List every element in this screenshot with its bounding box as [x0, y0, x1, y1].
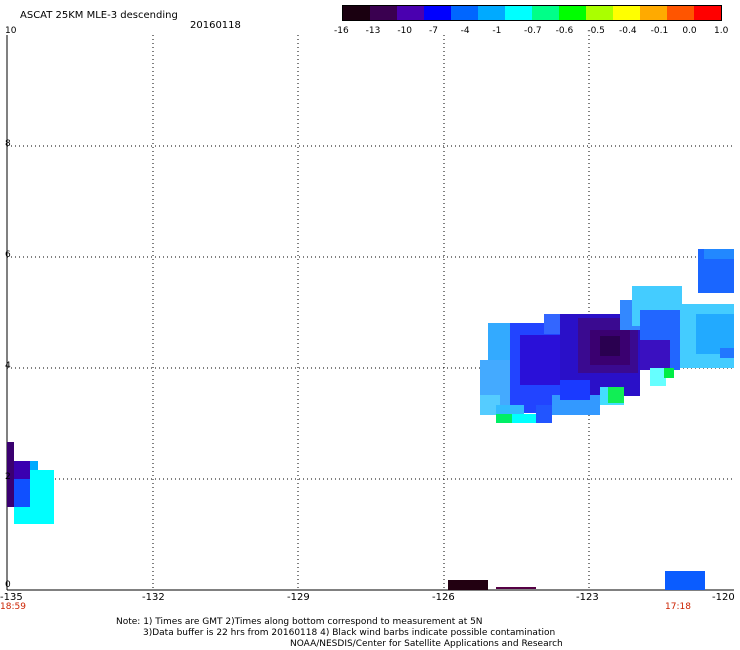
color-scale-label: -0.1 [650, 26, 669, 36]
data-swath-main [480, 249, 734, 423]
y-tick-6: 6 [5, 250, 11, 260]
data-swath-left [7, 442, 54, 524]
y-tick-4: 4 [5, 361, 11, 371]
map-title: ASCAT 25KM MLE-3 descending [20, 10, 178, 21]
note-line-3: NOAA/NESDIS/Center for Satellite Applica… [290, 639, 563, 649]
color-scale-segment [667, 6, 694, 20]
note-line-1: Note: 1) Times are GMT 2)Times along bot… [116, 617, 483, 627]
color-scale-bar [342, 5, 722, 21]
color-scale-label: -0.7 [524, 26, 542, 36]
color-scale-segment [559, 6, 586, 20]
x-tick-123: -123 [576, 592, 599, 603]
color-scale-segment [370, 6, 397, 20]
color-scale-segment [451, 6, 478, 20]
color-scale-label: -4 [460, 26, 470, 36]
y-tick-0: 0 [5, 580, 11, 590]
x-tick-129: -129 [287, 592, 310, 603]
y-tick-8: 8 [5, 139, 11, 149]
color-scale-segment [343, 6, 370, 20]
x-tick-135: -135 [0, 592, 23, 603]
note-line-2: 3)Data buffer is 22 hrs from 20160118 4)… [143, 628, 556, 638]
map-date: 20160118 [190, 20, 241, 31]
x-tick-120: -120 [712, 592, 735, 603]
data-swath-bottom [448, 571, 705, 590]
color-scale-label: 1.0 [714, 26, 729, 36]
color-scale-segment [424, 6, 451, 20]
color-scale-label: -0.4 [619, 26, 637, 36]
y-tick-10: 10 [5, 26, 17, 36]
color-scale-segment [586, 6, 613, 20]
color-scale-label: -13 [365, 26, 381, 36]
y-tick-2: 2 [5, 472, 11, 482]
x-tick-132: -132 [142, 592, 165, 603]
time-right: 17:18 [665, 602, 691, 612]
color-scale-label: -10 [397, 26, 413, 36]
color-scale-segment [694, 6, 721, 20]
color-scale-segment [397, 6, 424, 20]
color-scale-label: -16 [334, 26, 349, 36]
color-scale-label: -1 [492, 26, 502, 36]
color-scale-label: -0.6 [555, 26, 574, 36]
color-scale-segment [505, 6, 532, 20]
color-scale-segment [478, 6, 505, 20]
time-left: 18:59 [0, 602, 26, 612]
color-scale-label: -0.5 [587, 26, 605, 36]
color-scale-segment [613, 6, 640, 20]
vertical-gridlines [152, 35, 590, 590]
color-scale-segment [640, 6, 667, 20]
color-scale-label: -7 [429, 26, 438, 36]
color-scale-segment [532, 6, 559, 20]
x-tick-126: -126 [432, 592, 455, 603]
color-scale-label: 0.0 [682, 26, 697, 36]
